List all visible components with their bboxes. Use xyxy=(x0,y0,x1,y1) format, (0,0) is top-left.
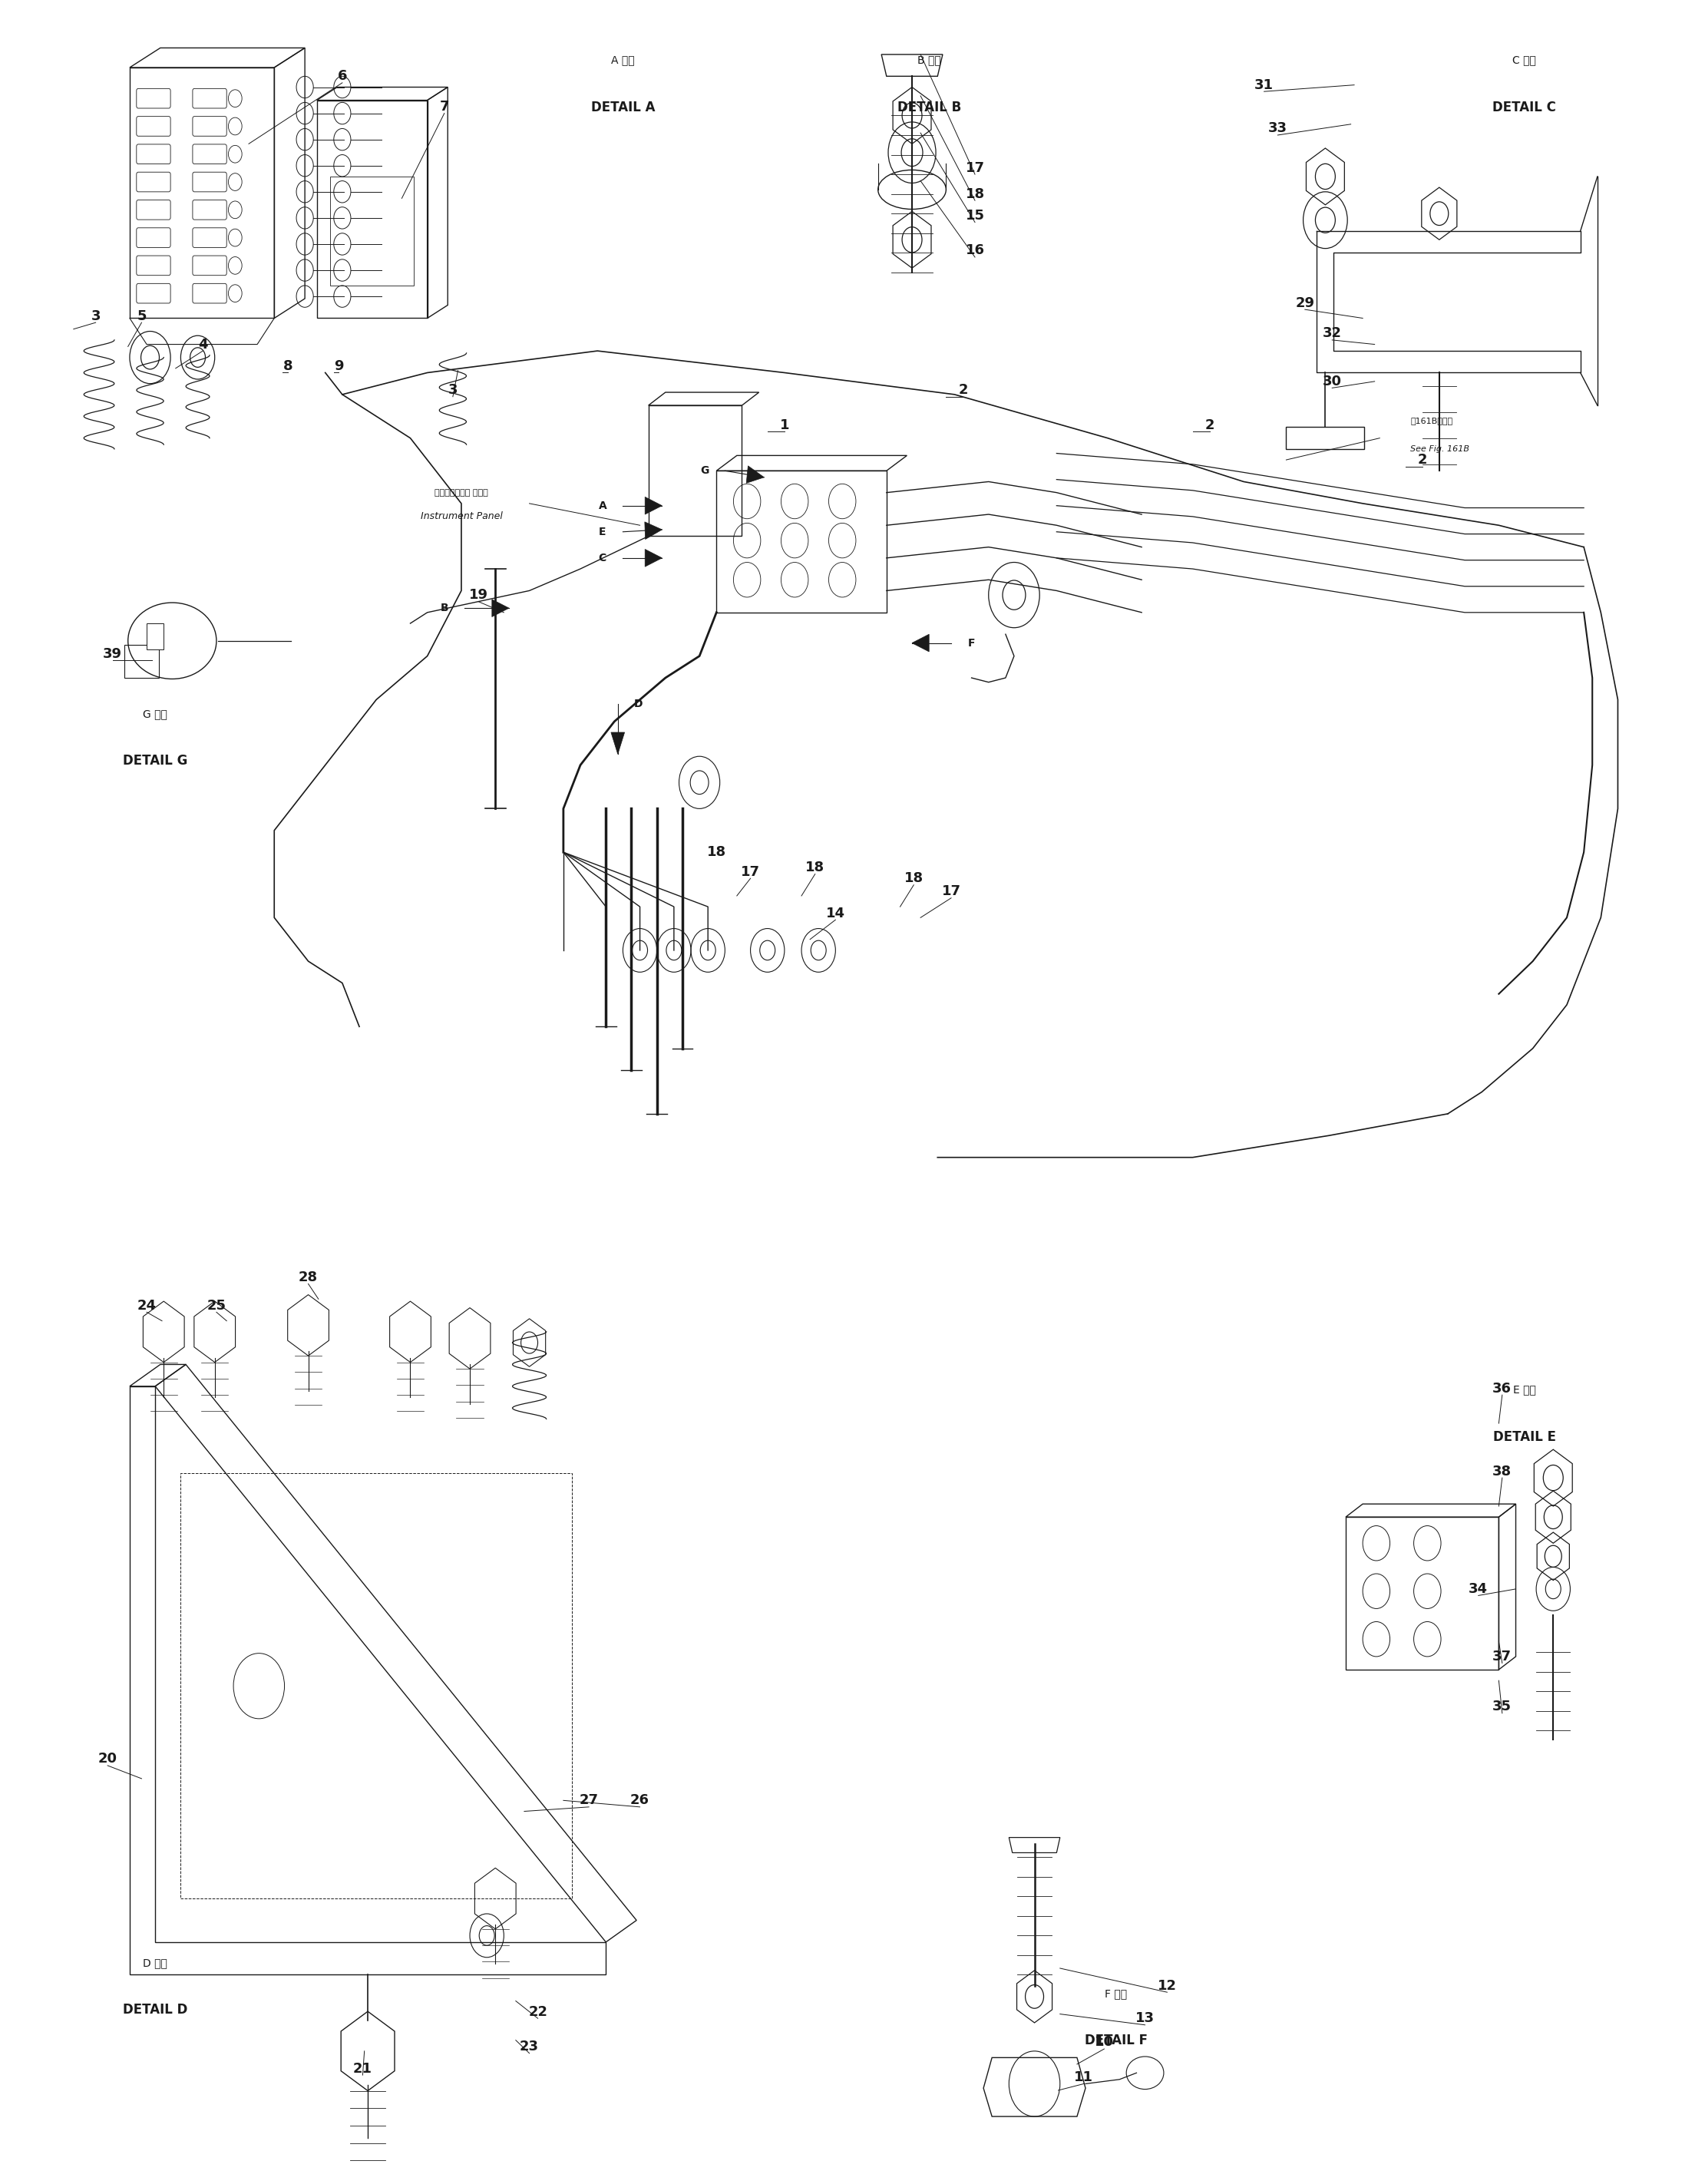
Text: D: D xyxy=(634,699,643,710)
Text: 17: 17 xyxy=(742,865,760,878)
Text: A 詳細: A 詳細 xyxy=(610,55,634,66)
Text: F 詳細: F 詳細 xyxy=(1105,1987,1127,1998)
Text: 23: 23 xyxy=(520,2040,539,2053)
Text: E 詳細: E 詳細 xyxy=(1512,1385,1536,1396)
Text: 6: 6 xyxy=(338,70,348,83)
Text: DETAIL F: DETAIL F xyxy=(1084,2033,1147,2046)
Bar xyxy=(124,644,159,677)
Text: 19: 19 xyxy=(469,587,488,603)
Text: 2: 2 xyxy=(958,382,968,397)
Text: 17: 17 xyxy=(941,885,960,898)
Text: 34: 34 xyxy=(1468,1581,1488,1597)
Bar xyxy=(181,1474,571,1898)
Text: 32: 32 xyxy=(1323,328,1342,341)
Bar xyxy=(1345,1518,1499,1669)
Polygon shape xyxy=(644,498,662,515)
Text: 3: 3 xyxy=(90,310,101,323)
Text: C: C xyxy=(598,553,607,563)
Bar xyxy=(716,472,887,612)
Text: 5: 5 xyxy=(136,310,147,323)
Polygon shape xyxy=(912,633,929,651)
Text: 20: 20 xyxy=(97,1752,118,1767)
Text: 21: 21 xyxy=(353,2062,372,2075)
Text: G: G xyxy=(701,465,709,476)
Text: 3: 3 xyxy=(448,382,457,397)
Text: 25: 25 xyxy=(206,1299,227,1313)
Text: DETAIL A: DETAIL A xyxy=(592,100,655,114)
Text: 39: 39 xyxy=(102,646,123,662)
Text: 18: 18 xyxy=(708,845,726,858)
Text: B 詳細: B 詳細 xyxy=(917,55,941,66)
Text: E: E xyxy=(598,526,607,537)
Text: A: A xyxy=(598,500,607,511)
Text: 31: 31 xyxy=(1255,79,1274,92)
Polygon shape xyxy=(644,548,662,566)
Text: DETAIL E: DETAIL E xyxy=(1494,1431,1555,1444)
Text: 26: 26 xyxy=(631,1793,650,1808)
Text: DETAIL D: DETAIL D xyxy=(123,2003,188,2018)
Text: DETAIL G: DETAIL G xyxy=(123,753,188,769)
Text: 10: 10 xyxy=(1095,2035,1113,2049)
Polygon shape xyxy=(747,465,764,483)
Text: 18: 18 xyxy=(904,871,924,885)
Text: 4: 4 xyxy=(198,339,208,352)
Text: 1: 1 xyxy=(779,417,789,432)
Text: 29: 29 xyxy=(1296,297,1315,310)
Text: 9: 9 xyxy=(334,358,344,373)
Text: 27: 27 xyxy=(580,1793,598,1808)
Text: 8: 8 xyxy=(283,358,293,373)
Text: 18: 18 xyxy=(805,860,825,874)
Text: 17: 17 xyxy=(965,162,984,175)
Text: 第161B図参照: 第161B図参照 xyxy=(1410,417,1453,424)
Polygon shape xyxy=(147,622,164,649)
Text: 24: 24 xyxy=(136,1299,157,1313)
Text: Instrument Panel: Instrument Panel xyxy=(421,511,503,522)
Text: 22: 22 xyxy=(529,2005,547,2018)
Text: 37: 37 xyxy=(1492,1649,1512,1664)
Text: 15: 15 xyxy=(965,210,984,223)
Text: 11: 11 xyxy=(1074,2070,1093,2084)
Text: 35: 35 xyxy=(1492,1699,1512,1714)
Text: B: B xyxy=(440,603,448,614)
Text: DETAIL C: DETAIL C xyxy=(1492,100,1557,114)
Polygon shape xyxy=(610,732,624,753)
Text: G 詳細: G 詳細 xyxy=(143,708,167,719)
Text: 2: 2 xyxy=(1417,452,1427,467)
Text: D 詳細: D 詳細 xyxy=(143,1957,167,1968)
Text: DETAIL B: DETAIL B xyxy=(897,100,962,114)
Text: 13: 13 xyxy=(1136,2011,1154,2025)
Text: 18: 18 xyxy=(965,188,984,201)
Text: C 詳細: C 詳細 xyxy=(1512,55,1536,66)
Text: 38: 38 xyxy=(1492,1463,1512,1479)
Text: 28: 28 xyxy=(298,1271,317,1284)
Text: 7: 7 xyxy=(440,100,448,114)
Polygon shape xyxy=(644,522,662,539)
Text: 16: 16 xyxy=(965,245,984,258)
Text: See Fig. 161B: See Fig. 161B xyxy=(1410,446,1470,452)
Text: F: F xyxy=(968,638,975,649)
Text: 14: 14 xyxy=(825,906,846,919)
Text: 30: 30 xyxy=(1323,373,1342,389)
Text: インツルメント パネル: インツルメント パネル xyxy=(435,489,488,496)
Text: 36: 36 xyxy=(1492,1382,1512,1396)
Text: 2: 2 xyxy=(1205,417,1214,432)
Polygon shape xyxy=(493,598,510,616)
Text: 12: 12 xyxy=(1158,1979,1176,1992)
Bar xyxy=(331,177,414,286)
Text: 33: 33 xyxy=(1269,122,1287,135)
